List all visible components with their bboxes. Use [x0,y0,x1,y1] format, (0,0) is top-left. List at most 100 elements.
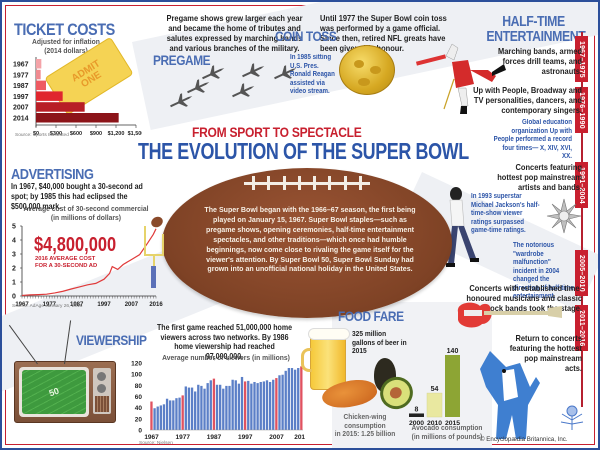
halftime-era-3-note-jackson: In 1993 superstar Michael Jackson's half… [471,193,540,234]
svg-text:1997: 1997 [13,94,29,101]
left-shark-costume-icon [480,351,540,439]
halftime-era-4-text: Concerts with established time-honoured … [466,283,582,313]
michael-jackson-dancer-icon [446,187,479,267]
halftime-era-5-text: Return to concerts featuring the hottest… [509,333,582,373]
svg-text:$600: $600 [70,131,82,137]
viewership-title: VIEWERSHIP [76,332,147,348]
halftime-title: HALF-TIME ENTERTAINMENT [486,13,586,45]
ticket-costs-subtitle: Adjusted for inflation (2014 dollars) [32,37,100,55]
britannica-thistle-logo [560,405,584,430]
halftime-era-1-text: Marching bands, armed forces drill teams… [498,46,582,76]
timeline-tag-2005-2010: 2005–2010 [575,250,588,296]
drum-major-icon [415,43,506,114]
football-laces [252,176,362,190]
svg-text:$300: $300 [50,131,62,137]
viewership-text: The first game reached 51,000,000 home v… [157,323,292,361]
svg-text:2000: 2000 [409,420,424,427]
timeline-tag-2011-2016: 2011–2016 [575,305,588,351]
halftime-timeline-line [581,32,583,407]
food-fare-title: FOOD FARE [338,308,404,324]
svg-text:5: 5 [12,224,16,231]
svg-text:1987: 1987 [13,83,29,90]
gold-coin-icon [339,45,395,95]
svg-text:0: 0 [12,294,16,301]
avocado-consumption-chart: 8 2000 54 2010 140 2015 [407,347,467,427]
advertising-title: ADVERTISING [11,166,94,183]
electric-guitar-icon [457,302,562,328]
halftime-era-2-note: Global education organization Up with Pe… [493,119,572,160]
svg-text:1967: 1967 [15,302,29,308]
advertising-source: Source: AdAge January 26, 2016 [12,304,83,309]
svg-text:1967: 1967 [144,434,159,440]
pregame-text: Pregame shows grew larger each year and … [166,13,303,53]
svg-text:1967: 1967 [13,62,29,69]
svg-text:1997: 1997 [97,302,111,308]
fighter-jets-icon [170,63,297,108]
svg-text:120: 120 [131,361,142,368]
ticket-costs-title: TICKET COSTS [14,20,115,39]
svg-text:1997: 1997 [238,434,253,440]
svg-text:2015: 2015 [294,434,305,440]
ad-cost-big-number: $4,800,000 [34,234,117,256]
beer-text: 325 million gallons of beer in 2015 [352,329,407,356]
svg-text:54: 54 [431,386,439,393]
svg-text:$1,500: $1,500 [128,131,142,137]
vintage-tv-icon: 50 [14,361,116,423]
timeline-tag-1976-1990: 1976–1990 [575,87,588,133]
svg-text:1987: 1987 [207,434,222,440]
svg-text:8: 8 [415,406,419,413]
ad-cost-caption: 2016 AVERAGE COST FOR A 30-SECOND AD [35,256,98,269]
viewership-chart: 0 20 40 60 80 100 120 1967 1977 1987 1997 2007 2015 [120,360,309,442]
svg-text:$0: $0 [33,131,39,137]
svg-text:4: 4 [12,238,16,245]
svg-text:40: 40 [135,405,143,412]
intro-text: The Super Bowl began with the 1966–67 se… [204,205,416,274]
svg-text:1987: 1987 [70,302,84,308]
advertising-cost-chart: 0 1 2 3 4 5 1967 1977 1987 1997 2007 2016 [10,218,165,309]
goalpost-football-icon [144,216,164,288]
coin-toss-note: In 1985 sitting U.S. Pres. Ronald Reagan… [290,54,335,95]
svg-text:2007: 2007 [269,434,284,440]
advertising-text: In 1967, $40,000 bought a 30-second ad s… [11,182,143,211]
svg-text:2014: 2014 [13,116,29,123]
timeline-tag-1967-1975: 1967–1975 [575,36,588,82]
avocado-caption: Avocado consumption (in millions of poun… [411,423,483,441]
timeline-tag-1991-2004: 1991–2004 [575,162,588,208]
coin-toss-title: COIN TOSS [275,28,337,44]
chicken-wing-caption: Chicken-wing consumption in 2015: 1.25 b… [334,412,396,439]
svg-text:1977: 1977 [43,302,57,308]
svg-text:3: 3 [12,252,16,259]
svg-text:2010: 2010 [427,420,442,427]
svg-text:140: 140 [447,348,459,355]
svg-text:0: 0 [138,428,142,435]
pregame-title: PREGAME [153,52,211,68]
svg-text:2: 2 [12,266,16,273]
svg-text:$1,200: $1,200 [108,131,125,137]
svg-text:60: 60 [135,394,143,401]
advertising-chart-title: Average cost of 30-second commercial (in… [23,204,149,222]
svg-text:$900: $900 [90,131,102,137]
halftime-era-3-text: Concerts featuring hottest pop mainstrea… [497,162,582,192]
ticket-costs-chart: 1967 1977 1987 1997 2007 2014 $0 $300 $600 $900 $1… [12,57,144,137]
svg-text:80: 80 [135,383,143,390]
svg-text:2015: 2015 [445,420,460,427]
svg-text:20: 20 [135,416,143,423]
svg-text:1977: 1977 [13,72,29,79]
football-illustration [162,168,452,318]
sun-star-icon [546,198,582,234]
svg-text:2007: 2007 [13,105,29,112]
svg-text:1977: 1977 [176,434,191,440]
main-title: THE EVOLUTION OF THE SUPER BOWL [138,138,469,164]
ticket-costs-source: Source: Sports Illustrated [15,133,69,138]
svg-text:100: 100 [131,372,142,379]
svg-text:2007: 2007 [125,302,139,308]
kicker-title: FROM SPORT TO SPECTACLE [192,124,362,140]
svg-text:1: 1 [12,280,16,287]
halftime-era-2-text: Up with People, Broadway and TV personal… [473,85,582,115]
halftime-era-3-note-wardrobe: The notorious "wardrobe malfunction" inc… [513,242,574,300]
viewership-source: Source: Nielsen [139,441,173,446]
tv-screen-field: 50 [22,370,86,414]
copyright-text: © Encyclopædia Britannica, Inc. [480,436,568,443]
viewership-chart-title: Average number of viewers (in millions) [162,353,290,362]
